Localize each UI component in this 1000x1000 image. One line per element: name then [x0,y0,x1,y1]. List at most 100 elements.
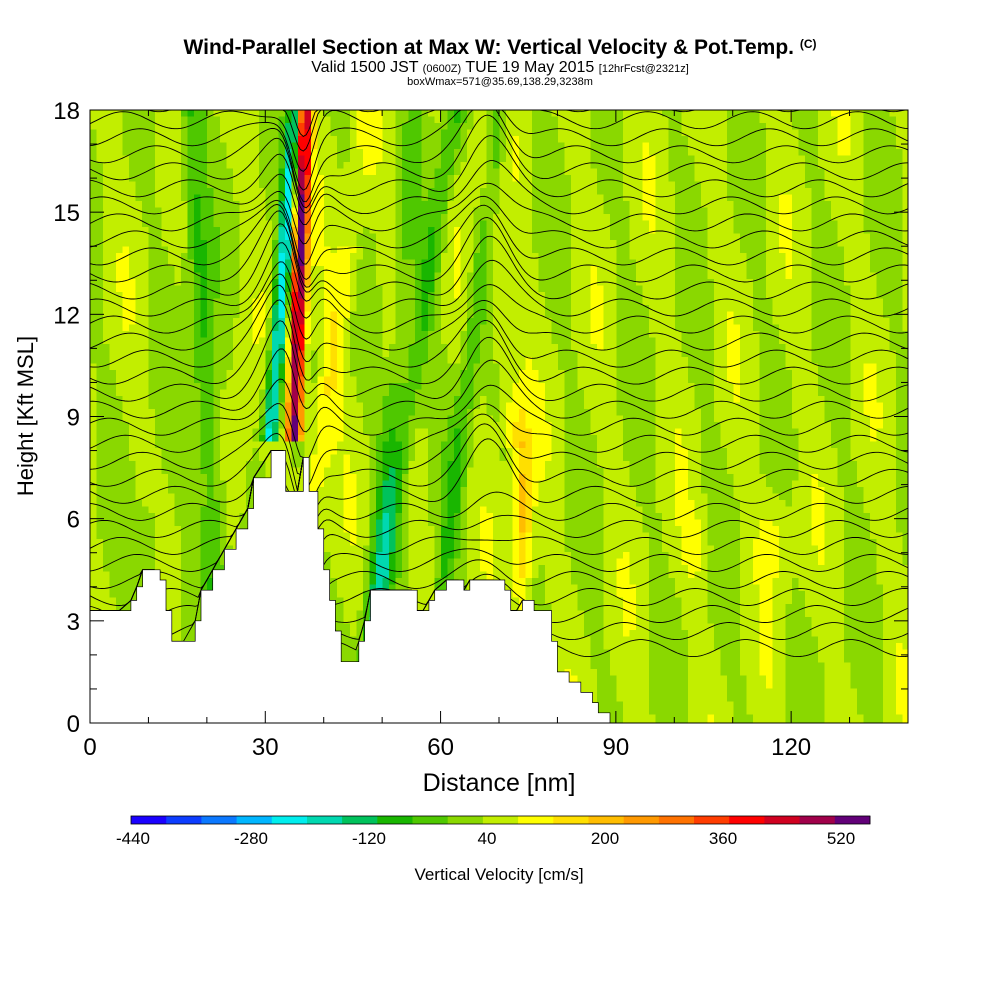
velocity-cell [324,149,332,157]
velocity-cell [96,227,104,235]
velocity-cell [187,266,195,274]
velocity-cell [226,155,234,163]
velocity-cell [343,246,351,254]
velocity-cell [155,435,163,443]
velocity-cell [135,181,143,189]
velocity-cell [389,318,397,326]
velocity-cell [135,162,143,170]
velocity-cell [194,149,202,157]
velocity-cell [213,318,221,326]
velocity-cell [135,448,143,456]
velocity-cell [122,558,130,566]
velocity-cell [122,493,130,501]
velocity-cell [337,402,345,410]
velocity-cell [220,428,228,436]
velocity-cell [298,116,306,124]
velocity-cell [90,272,98,280]
velocity-cell [174,565,182,573]
velocity-cell [194,506,202,514]
velocity-cell [220,220,228,228]
velocity-cell [356,227,364,235]
velocity-cell [402,558,410,566]
velocity-cell [337,350,345,358]
velocity-cell [135,545,143,553]
velocity-cell [194,441,202,449]
velocity-cell [265,227,273,235]
velocity-cell [161,279,169,287]
velocity-cell [343,272,351,280]
velocity-cell [337,500,345,508]
velocity-cell [363,344,371,352]
velocity-cell [272,123,280,131]
velocity-cell [330,149,338,157]
velocity-cell [200,350,208,358]
velocity-cell [330,266,338,274]
velocity-cell [265,285,273,293]
velocity-cell [317,162,325,170]
velocity-cell [207,162,215,170]
velocity-cell [376,474,384,482]
velocity-cell [265,344,273,352]
velocity-cell [181,318,189,326]
velocity-cell [148,422,156,430]
velocity-cell [135,467,143,475]
velocity-cell [194,311,202,319]
velocity-cell [369,506,377,514]
velocity-cell [96,259,104,267]
velocity-cell [122,110,130,118]
velocity-cell [181,363,189,371]
velocity-cell [200,318,208,326]
velocity-cell [317,493,325,501]
velocity-cell [259,253,267,261]
velocity-cell [317,259,325,267]
velocity-cell [317,194,325,202]
velocity-cell [220,526,228,534]
velocity-cell [415,240,423,248]
velocity-cell [187,194,195,202]
velocity-cell [116,168,124,176]
velocity-cell [389,188,397,196]
velocity-cell [122,519,130,527]
velocity-cell [408,415,416,423]
velocity-cell [324,565,332,573]
velocity-cell [369,233,377,241]
velocity-cell [174,584,182,592]
velocity-cell [408,279,416,287]
velocity-cell [356,162,364,170]
velocity-cell [226,207,234,215]
velocity-cell [233,500,241,508]
velocity-cell [103,350,111,358]
velocity-cell [291,305,299,313]
velocity-cell [421,194,429,202]
velocity-cell [252,253,260,261]
velocity-cell [213,188,221,196]
velocity-cell [395,584,403,592]
velocity-cell [207,513,215,521]
velocity-cell [142,136,150,144]
velocity-cell [181,441,189,449]
velocity-cell [265,246,273,254]
velocity-cell [395,526,403,534]
velocity-cell [155,519,163,527]
velocity-cell [109,253,117,261]
velocity-cell [109,142,117,150]
velocity-cell [103,305,111,313]
velocity-cell [96,454,104,462]
velocity-cell [155,259,163,267]
velocity-cell [343,149,351,157]
velocity-cell [265,233,273,241]
velocity-cell [239,240,247,248]
velocity-cell [103,311,111,319]
velocity-cell [116,129,124,137]
velocity-cell [291,110,299,118]
velocity-cell [330,324,338,332]
velocity-cell [116,116,124,124]
velocity-cell [369,519,377,527]
velocity-cell [239,428,247,436]
velocity-cell [311,136,319,144]
velocity-cell [278,227,286,235]
velocity-cell [304,142,312,150]
velocity-cell [330,331,338,339]
velocity-cell [343,337,351,345]
velocity-cell [129,201,137,209]
